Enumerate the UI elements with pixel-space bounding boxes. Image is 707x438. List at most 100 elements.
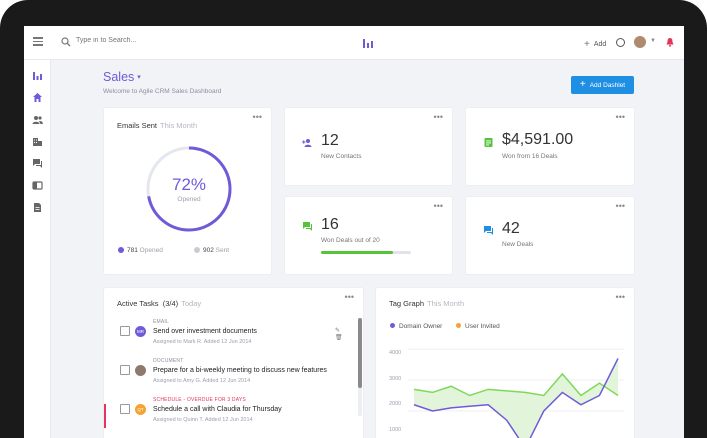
tag-graph-period: This Month [427, 299, 465, 308]
series-lines [413, 358, 619, 438]
legend-label: User Invited [465, 323, 500, 330]
task-meta: Assigned to Mark R. Added 12 Jun 2014 [153, 339, 252, 345]
task-assignee-avatar: MR [135, 326, 146, 337]
more-options-icon[interactable]: ••• [433, 201, 443, 211]
invoice-icon [484, 138, 493, 147]
page-subtitle: Welcome to Agile CRM Sales Dashboard [103, 88, 222, 95]
opened-legend: 781 Opened [118, 247, 163, 254]
legend-label: Domain Owner [399, 323, 443, 330]
tasks-count: (3/4) [162, 299, 179, 308]
delete-icon[interactable]: 🗑 [335, 335, 343, 341]
task-checkbox[interactable] [120, 365, 130, 375]
opened-dot [118, 247, 124, 253]
sent-count: 902 [203, 247, 214, 254]
legend-domain-owner[interactable]: Domain Owner [390, 323, 442, 330]
task-title: Send over investment documents [153, 328, 257, 335]
tag-graph-title: Tag Graph This Month [389, 299, 464, 308]
contacts-icon[interactable] [32, 114, 43, 125]
won-deals-value: 16 [321, 216, 339, 233]
more-options-icon[interactable]: ••• [433, 112, 443, 122]
chevron-down-icon[interactable]: ▼ [650, 38, 656, 44]
tasks-scrollbar[interactable] [358, 318, 362, 416]
task-assignee-avatar [135, 365, 146, 376]
legend-user-invited[interactable]: User Invited [456, 323, 500, 330]
revenue-value: $4,591.00 [502, 131, 574, 148]
emails-title-text: Emails Sent [117, 121, 158, 130]
task-item[interactable]: MR EMAIL Send over investment documents … [116, 316, 351, 346]
app-screen: +Add ▼ Sales▾ Welcome to Agile CRM Sales… [24, 26, 684, 438]
emails-sent-card: Emails Sent This Month ••• 72% Opened 781… [104, 108, 271, 274]
task-assignee-avatar: QT [135, 404, 146, 415]
emails-percent: 72% [171, 175, 207, 194]
tasks-title-text: Active Tasks [117, 299, 159, 308]
won-deals-card: ••• 16 Won Deals out of 20 [285, 197, 452, 274]
main-content: Sales ▾ Welcome to Agile CRM Sales Dashbo… [51, 60, 684, 438]
more-options-icon[interactable]: ••• [615, 292, 625, 302]
cases-icon[interactable] [32, 180, 43, 191]
emails-ring-chart: 72% Opened [144, 144, 234, 234]
legend-dot [456, 323, 461, 328]
help-icon[interactable] [616, 38, 625, 47]
task-title: Prepare for a bi-weekly meeting to discu… [153, 367, 327, 374]
sent-dot [194, 247, 200, 253]
plus-icon: + [584, 39, 590, 50]
new-deals-value: 42 [502, 220, 520, 237]
task-meta: Assigned to Quinn T. Added 12 Jun 2014 [153, 417, 253, 423]
active-tasks-card: Active Tasks (3/4) Today ••• MR EMAIL Sen… [104, 288, 363, 438]
task-category: SCHEDULE - OVERDUE FOR 3 DAYS [153, 397, 246, 403]
sent-text: Sent [215, 247, 230, 254]
tasks-card-title: Active Tasks (3/4) Today [117, 299, 201, 308]
dashboard-icon[interactable] [32, 70, 43, 81]
task-category: DOCUMENT [153, 358, 184, 364]
add-label: Add [593, 41, 607, 48]
top-bar: +Add ▼ [24, 26, 684, 60]
task-item[interactable]: QT SCHEDULE - OVERDUE FOR 3 DAYS Schedul… [116, 394, 351, 424]
deals-icon [303, 222, 312, 231]
contacts-icon [302, 139, 312, 147]
legend-dot [390, 323, 395, 328]
task-checkbox[interactable] [120, 404, 130, 414]
companies-icon[interactable] [32, 136, 43, 147]
area-fills [414, 358, 618, 438]
task-meta: Assigned to Amy G. Added 12 Jun 2014 [153, 378, 251, 384]
more-options-icon[interactable]: ••• [615, 112, 625, 122]
add-button[interactable]: + Add [584, 38, 607, 50]
revenue-card: ••• $4,591.00 Won from 16 Deals [466, 108, 634, 185]
tag-graph-plot [408, 348, 624, 438]
page-title[interactable]: Sales ▾ [103, 70, 141, 84]
task-checkbox[interactable] [120, 326, 130, 336]
opened-count: 781 [127, 247, 138, 254]
more-options-icon[interactable]: ••• [344, 292, 354, 302]
more-options-icon[interactable]: ••• [252, 112, 262, 122]
logo-icon[interactable] [363, 38, 375, 48]
caret-down-icon: ▾ [137, 74, 141, 81]
tag-graph-card: Tag Graph This Month ••• Domain Owner Use… [376, 288, 634, 438]
deals-icon[interactable] [32, 158, 43, 169]
search-icon [61, 37, 71, 47]
new-deals-card: ••• 42 New Deals [466, 197, 634, 274]
home-icon[interactable] [32, 92, 43, 103]
y-tick-label: 1000 [389, 427, 402, 433]
won-deals-label: Won Deals out of 20 [321, 237, 380, 244]
overdue-indicator [104, 404, 106, 428]
task-item[interactable]: DOCUMENT Prepare for a bi-weekly meeting… [116, 355, 351, 385]
tag-graph-title-text: Tag Graph [389, 299, 425, 308]
task-title: Schedule a call with Claudia for Thursda… [153, 406, 282, 413]
bell-icon[interactable] [665, 37, 675, 47]
avatar[interactable] [634, 36, 646, 48]
tasks-scrollbar-thumb[interactable] [358, 318, 362, 388]
emails-card-title: Emails Sent This Month [117, 121, 197, 130]
edit-icon[interactable]: ✎ [335, 328, 341, 334]
y-tick-label: 3000 [389, 376, 402, 382]
add-dashlet-button[interactable]: + Add Dashlet [571, 76, 634, 94]
add-dashlet-label: Add Dashlet [589, 81, 626, 89]
page-title-text: Sales [103, 70, 135, 84]
ring-progress [146, 146, 232, 232]
more-options-icon[interactable]: ••• [615, 201, 625, 211]
search-input[interactable] [76, 37, 216, 44]
series-line-series-2 [413, 372, 619, 397]
hamburger-icon[interactable] [33, 37, 43, 46]
deals-icon [484, 226, 493, 235]
sidebar [24, 60, 51, 438]
documents-icon[interactable] [32, 202, 43, 213]
